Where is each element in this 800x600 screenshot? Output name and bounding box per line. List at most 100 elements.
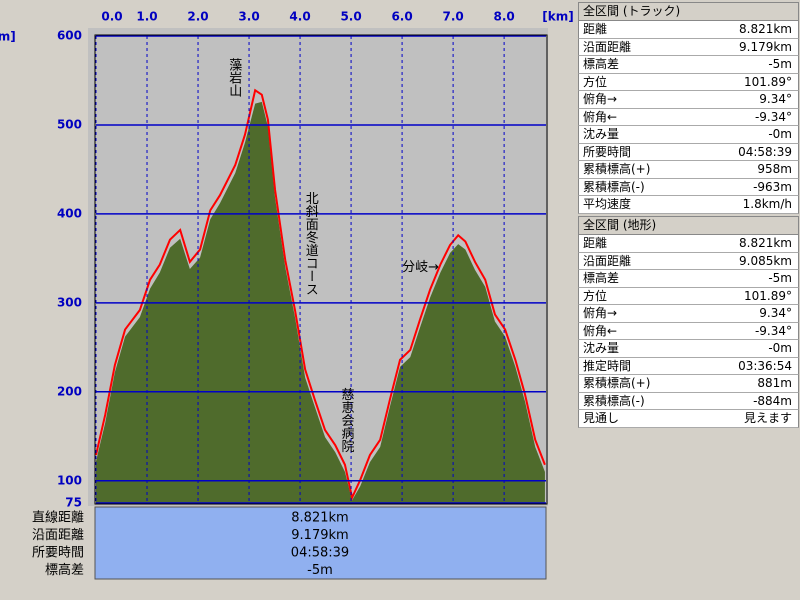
summary-label: 標高差 (45, 562, 84, 578)
track-line (95, 88, 546, 501)
row-value: -0m (768, 341, 792, 355)
row-value: 04:58:39 (738, 144, 792, 159)
panel-row: 累積標高(-) -884m (578, 392, 799, 410)
panel-row: 俯角← -9.34° (578, 108, 799, 126)
row-value: 9.34° (759, 306, 792, 320)
panel-row: 見通し 見えます (578, 410, 799, 428)
row-label: 方位 (583, 74, 608, 89)
annotation: 慈恵会病院 (338, 387, 354, 452)
summary-box (94, 506, 547, 580)
chart: [km] [m] 75 100 200 300 400 500 600 0.0 1.0 2.0 3.… (0, 10, 574, 580)
row-label: 累積標高(+) (583, 376, 651, 390)
row-label: 俯角→ (583, 92, 618, 106)
row-value: 101.89° (744, 288, 792, 303)
y-tick-label: 200 (57, 384, 82, 398)
panel-row: 沈み量 -0m (578, 126, 799, 144)
panel-row: 沈み量 -0m (578, 340, 799, 358)
row-label: 沿面距離 (583, 39, 632, 54)
row-value: 9.34° (759, 92, 792, 106)
row-label: 沿面距離 (583, 253, 632, 268)
panel-row: 距離 8.821km (578, 235, 799, 253)
row-value: -9.34° (754, 323, 792, 338)
y-tick-label: 600 (57, 29, 82, 43)
row-value: 881m (757, 376, 792, 390)
row-label: 推定時間 (583, 358, 632, 373)
panel-title: 全区間 (トラック) (578, 2, 799, 21)
x-tick-label: 3.0 (238, 10, 259, 24)
row-label: 標高差 (583, 271, 620, 285)
row-value: 03:36:54 (738, 358, 792, 373)
info-panel: 全区間 (トラック) 距離 8.821km 沿面距離 9.179km 標高差 -5m 方位 10… (578, 2, 799, 214)
panel-row: 累積標高(+) 958m (578, 161, 799, 179)
x-tick-label: 4.0 (289, 10, 310, 24)
y-tick-label: 75 (65, 496, 82, 510)
info-panel: 全区間 (地形) 距離 8.821km 沿面距離 9.085km 標高差 -5m 方位 101.… (578, 216, 799, 428)
row-value: 958m (757, 162, 792, 176)
row-label: 沈み量 (583, 341, 620, 355)
x-tick-label: 5.0 (340, 10, 361, 24)
row-label: 俯角→ (583, 306, 618, 320)
panel-row: 俯角→ 9.34° (578, 305, 799, 323)
x-tick-label: 8.0 (493, 10, 514, 24)
annotation: 藻岩山 (226, 58, 242, 97)
y-axis-label: [m] (0, 30, 16, 44)
summary-label: 直線距離 (32, 510, 84, 526)
row-label: 累積標高(-) (583, 393, 645, 408)
row-label: 俯角← (583, 109, 618, 124)
row-label: 距離 (583, 236, 608, 250)
row-label: 累積標高(-) (583, 179, 645, 194)
summary-value: -5m (307, 563, 333, 578)
row-label: 標高差 (583, 57, 620, 71)
row-label: 累積標高(+) (583, 162, 651, 176)
panel-row: 所要時間 04:58:39 (578, 143, 799, 161)
row-value: -5m (768, 271, 792, 285)
panel-row: 方位 101.89° (578, 73, 799, 91)
plot-border (94, 34, 548, 505)
row-value: 見えます (743, 411, 792, 425)
x-tick-label: 0.0 (101, 10, 122, 24)
row-value: 1.8km/h (742, 197, 792, 211)
row-label: 距離 (583, 22, 608, 36)
panel-row: 標高差 -5m (578, 270, 799, 288)
panel-row: 累積標高(+) 881m (578, 375, 799, 393)
panel-title: 全区間 (地形) (578, 216, 799, 235)
panel-row: 沿面距離 9.085km (578, 252, 799, 270)
y-tick-label: 300 (57, 295, 82, 309)
panel-row: 沿面距離 9.179km (578, 38, 799, 56)
summary-value: 8.821km (291, 511, 348, 526)
annotation: 分岐→ (402, 260, 439, 275)
x-axis-label: [km] (542, 10, 573, 24)
row-label: 見通し (583, 411, 620, 425)
summary-label: 所要時間 (32, 546, 84, 561)
summary-value: 9.179km (291, 528, 348, 543)
row-label: 俯角← (583, 323, 618, 338)
y-tick-label: 400 (57, 206, 82, 220)
row-value: 8.821km (739, 22, 792, 36)
y-tick-label: 500 (57, 117, 82, 131)
annotation: 北斜面冬道コース (303, 192, 319, 296)
panel-row: 累積標高(-) -963m (578, 178, 799, 196)
panel-row: 俯角← -9.34° (578, 322, 799, 340)
summary-label: 沿面距離 (32, 528, 84, 543)
panel-row: 推定時間 03:36:54 (578, 357, 799, 375)
row-value: -963m (753, 179, 792, 194)
panel-row: 標高差 -5m (578, 56, 799, 74)
summary-value: 04:58:39 (291, 546, 349, 561)
row-value: -5m (768, 57, 792, 71)
panel-row: 距離 8.821km (578, 21, 799, 39)
row-value: -9.34° (754, 109, 792, 124)
panel-row: 平均速度 1.8km/h (578, 196, 799, 214)
row-value: 8.821km (739, 236, 792, 250)
row-value: -0m (768, 127, 792, 141)
row-label: 所要時間 (583, 144, 632, 159)
row-value: 9.085km (739, 253, 792, 268)
row-value: 101.89° (744, 74, 792, 89)
row-label: 平均速度 (583, 197, 632, 211)
panel-row: 方位 101.89° (578, 287, 799, 305)
x-tick-label: 2.0 (187, 10, 208, 24)
panel-row: 俯角→ 9.34° (578, 91, 799, 109)
row-value: 9.179km (739, 39, 792, 54)
x-tick-label: 1.0 (136, 10, 157, 24)
y-tick-label: 100 (57, 473, 82, 487)
